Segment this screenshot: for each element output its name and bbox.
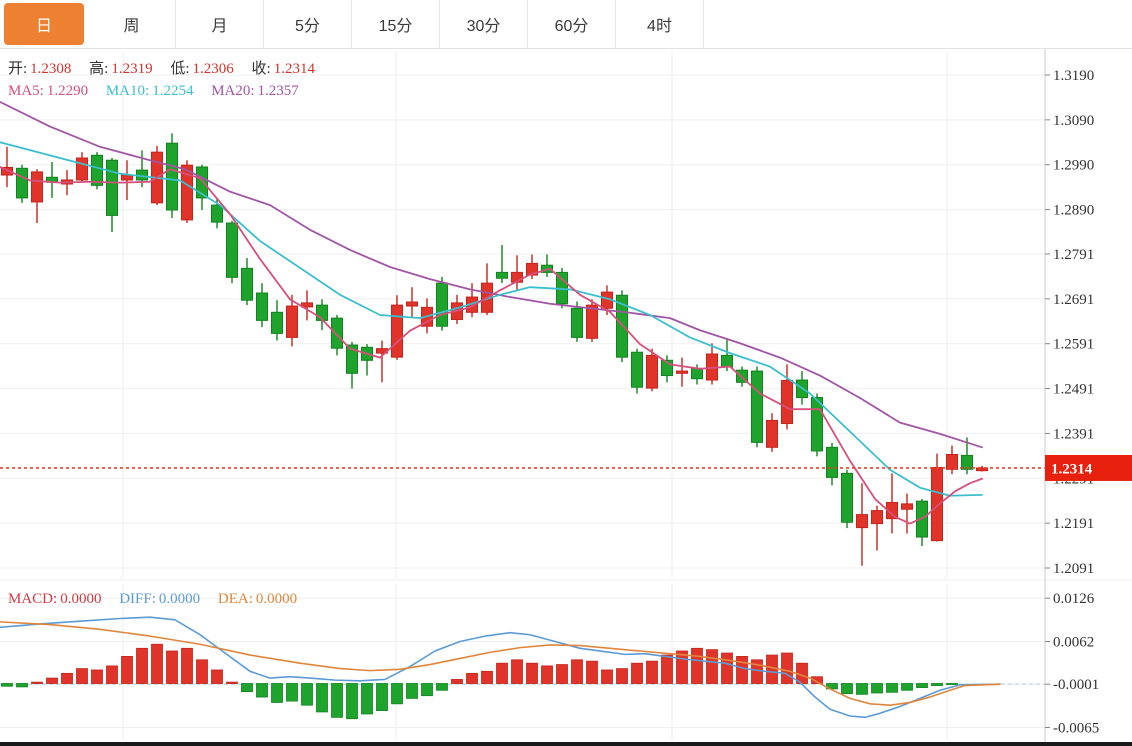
macd-gridlines bbox=[0, 597, 1045, 729]
ma5-label: MA5: bbox=[8, 83, 44, 99]
tab-5min[interactable]: 5分 bbox=[264, 0, 352, 48]
svg-text:1.2890: 1.2890 bbox=[1053, 203, 1094, 219]
svg-text:0.0126: 0.0126 bbox=[1053, 591, 1095, 607]
bottom-border bbox=[0, 742, 1132, 746]
tab-day-pill: 日 bbox=[4, 3, 84, 45]
tab-day[interactable]: 日 bbox=[0, 0, 88, 48]
macd-histogram bbox=[1, 643, 958, 720]
svg-text:1.2691: 1.2691 bbox=[1053, 292, 1094, 308]
svg-text:-0.0065: -0.0065 bbox=[1053, 721, 1099, 737]
dea-readout: DEA: 0.0000 bbox=[218, 591, 297, 607]
open-readout: 开: 1.2308 bbox=[8, 61, 71, 77]
diff-readout: DIFF: 0.0000 bbox=[119, 591, 200, 607]
ma-lines bbox=[0, 101, 983, 525]
ma10-readout: MA10: 1.2254 bbox=[106, 83, 194, 99]
svg-text:1.2491: 1.2491 bbox=[1053, 382, 1094, 398]
tab-4hour-label: 4时 bbox=[647, 18, 672, 35]
tab-30min-label: 30分 bbox=[466, 18, 501, 35]
close-value: 1.2314 bbox=[273, 61, 315, 77]
tab-60min-label: 60分 bbox=[554, 18, 589, 35]
dea-value: 0.0000 bbox=[255, 591, 298, 607]
high-value: 1.2319 bbox=[111, 61, 153, 77]
ma5-readout: MA5: 1.2290 bbox=[8, 83, 88, 99]
diff-value: 0.0000 bbox=[158, 591, 201, 607]
dea-label: DEA: bbox=[217, 591, 253, 607]
low-readout: 低: 1.2306 bbox=[170, 61, 233, 77]
tab-day-label: 日 bbox=[35, 18, 52, 35]
low-label: 低: bbox=[170, 61, 190, 77]
svg-text:1.2191: 1.2191 bbox=[1053, 516, 1094, 532]
tab-30min[interactable]: 30分 bbox=[440, 0, 528, 48]
tab-month[interactable]: 月 bbox=[176, 0, 264, 48]
svg-text:0.0062: 0.0062 bbox=[1053, 635, 1094, 651]
macd-lines bbox=[0, 616, 1001, 719]
ma10-value: 1.2254 bbox=[152, 83, 194, 99]
ma20-label: MA20: bbox=[211, 83, 255, 99]
diff-label: DIFF: bbox=[119, 591, 156, 607]
ma5-value: 1.2290 bbox=[46, 83, 89, 99]
timeframe-tab-bar: 日 周 月 5分 15分 30分 60分 4时 bbox=[0, 0, 1132, 49]
ma20-value: 1.2357 bbox=[257, 83, 299, 99]
low-value: 1.2306 bbox=[192, 61, 234, 77]
open-label: 开: bbox=[8, 61, 28, 77]
high-label: 高: bbox=[89, 61, 109, 77]
macd-axis-labels: 0.0126 0.0062 -0.0001 -0.0065 bbox=[1045, 591, 1099, 737]
ma20-readout: MA20: 1.2357 bbox=[211, 83, 299, 99]
current-price-tag: 1.2314 bbox=[1045, 454, 1132, 481]
ma10-label: MA10: bbox=[105, 83, 150, 99]
tab-week[interactable]: 周 bbox=[88, 0, 176, 48]
close-label: 收: bbox=[251, 61, 271, 77]
macd-label: MACD: bbox=[8, 591, 58, 607]
tab-4hour[interactable]: 4时 bbox=[616, 0, 704, 48]
tab-15min-label: 15分 bbox=[378, 18, 413, 35]
svg-text:1.2314: 1.2314 bbox=[1051, 461, 1093, 477]
tab-60min[interactable]: 60分 bbox=[528, 0, 616, 48]
tab-week-label: 周 bbox=[123, 18, 140, 35]
tab-5min-label: 5分 bbox=[295, 18, 320, 35]
macd-legend: MACD: 0.0000 DIFF: 0.0000 DEA: 0.0000 bbox=[8, 591, 311, 608]
ma-legend: MA5: 1.2290 MA10: 1.2254 MA20: 1.2357 bbox=[8, 83, 313, 100]
svg-text:-0.0001: -0.0001 bbox=[1053, 677, 1099, 693]
ohlc-legend: 开: 1.2308 高: 1.2319 低: 1.2306 收: 1.2314 bbox=[8, 57, 329, 78]
svg-text:1.2391: 1.2391 bbox=[1053, 426, 1094, 442]
svg-text:1.2091: 1.2091 bbox=[1053, 561, 1094, 577]
price-axis-labels: 1.3190 1.3090 1.2990 1.2890 1.2791 1.2691 1.25… bbox=[1045, 68, 1094, 577]
svg-text:1.3190: 1.3190 bbox=[1053, 68, 1094, 84]
open-value: 1.2308 bbox=[30, 61, 72, 77]
macd-value: 0.0000 bbox=[60, 591, 102, 607]
high-readout: 高: 1.2319 bbox=[89, 61, 152, 77]
svg-text:1.3090: 1.3090 bbox=[1053, 113, 1094, 129]
tab-15min[interactable]: 15分 bbox=[352, 0, 440, 48]
svg-text:1.2591: 1.2591 bbox=[1053, 337, 1094, 353]
close-readout: 收: 1.2314 bbox=[252, 61, 315, 77]
svg-text:1.2791: 1.2791 bbox=[1053, 247, 1094, 263]
svg-text:1.2990: 1.2990 bbox=[1053, 158, 1094, 174]
macd-readout: MACD: 0.0000 bbox=[8, 591, 101, 607]
tab-month-label: 月 bbox=[211, 18, 228, 35]
